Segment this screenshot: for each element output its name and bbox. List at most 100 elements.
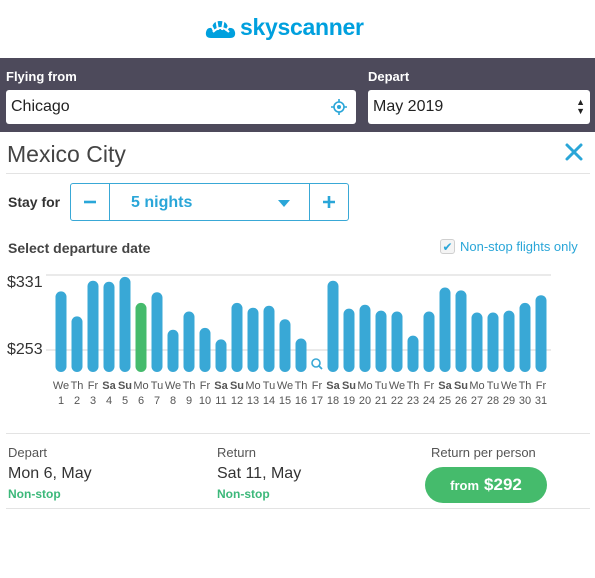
date-label: 9 xyxy=(186,395,192,407)
date-label: 12 xyxy=(231,395,243,407)
weekday-label: Sa xyxy=(326,380,340,392)
weekday-label: Th xyxy=(71,380,84,392)
price-bar[interactable] xyxy=(151,292,163,372)
date-label: 20 xyxy=(359,395,371,407)
price-bar[interactable] xyxy=(455,290,467,372)
weekday-label: We xyxy=(277,380,293,392)
price-bar[interactable] xyxy=(263,305,275,372)
date-label: 14 xyxy=(263,395,275,407)
from-input[interactable]: Chicago xyxy=(6,90,356,124)
price-bar[interactable] xyxy=(183,311,195,372)
weekday-label: Tu xyxy=(487,380,499,392)
price-bar[interactable] xyxy=(391,311,403,372)
price-bar[interactable] xyxy=(375,310,387,372)
weekday-label: We xyxy=(389,380,405,392)
depart-value: May 2019 xyxy=(373,98,444,115)
date-label: 31 xyxy=(535,395,547,407)
price-button[interactable]: from $292 xyxy=(425,467,547,503)
summary-depart-nonstop: Non-stop xyxy=(8,487,61,501)
price-calendar-chart: $331 $253 We 1 Th 2 Fr 3 Sa 4 Su 5 Mo 6 Tu 7 We 8 Th 9 Fr 1… xyxy=(7,274,551,407)
price-bar[interactable] xyxy=(343,308,355,372)
date-label: 11 xyxy=(215,395,226,407)
depart-select[interactable]: May 2019 ▲ ▼ xyxy=(368,90,590,124)
close-icon[interactable] xyxy=(564,142,584,162)
nonstop-checkbox[interactable]: ✔ xyxy=(440,239,455,254)
date-label: 3 xyxy=(90,395,96,407)
weekday-label: We xyxy=(53,380,69,392)
price-bar[interactable] xyxy=(87,280,99,372)
price-bar[interactable] xyxy=(327,280,339,372)
weekday-label: Th xyxy=(519,380,532,392)
stay-select[interactable]: 5 nights xyxy=(131,194,193,211)
price-bar[interactable] xyxy=(439,287,451,373)
date-label: 8 xyxy=(170,395,176,407)
price-bar[interactable] xyxy=(359,304,371,372)
price-bar[interactable] xyxy=(167,329,179,372)
nonstop-label[interactable]: Non-stop flights only xyxy=(460,239,578,254)
weekday-label: Tu xyxy=(151,380,163,392)
price-bar[interactable] xyxy=(215,339,227,372)
weekday-label: Th xyxy=(407,380,420,392)
weekday-label: Th xyxy=(183,380,196,392)
price-bar[interactable] xyxy=(135,302,147,372)
summary-depart-date: Mon 6, May xyxy=(8,465,92,482)
price-bar[interactable] xyxy=(487,312,499,373)
price-bar[interactable] xyxy=(119,276,131,372)
price-bar[interactable] xyxy=(471,312,483,373)
weekday-label: Mo xyxy=(469,380,484,392)
summary-return-nonstop: Non-stop xyxy=(217,487,270,501)
price-bar[interactable] xyxy=(71,316,83,372)
weekday-label: Mo xyxy=(357,380,372,392)
weekday-label: Fr xyxy=(312,380,323,392)
weekday-label: Su xyxy=(230,380,244,392)
price-bar[interactable] xyxy=(295,338,307,372)
weekday-label: Sa xyxy=(102,380,116,392)
price-bar[interactable] xyxy=(247,307,259,372)
price-bar[interactable] xyxy=(103,281,115,372)
price-bar[interactable] xyxy=(535,295,547,372)
summary-return-label: Return xyxy=(217,445,257,460)
date-label: 15 xyxy=(279,395,291,407)
price-per-person-label: Return per person xyxy=(431,445,536,460)
date-label: 30 xyxy=(519,395,531,407)
summary-depart-label: Depart xyxy=(8,445,48,460)
date-label: 18 xyxy=(327,395,339,407)
date-label: 13 xyxy=(247,395,259,407)
price-bar[interactable] xyxy=(55,291,67,372)
date-label: 7 xyxy=(154,395,160,407)
weekday-label: Sa xyxy=(214,380,228,392)
price-prefix: from xyxy=(450,477,480,493)
weekday-label: Tu xyxy=(375,380,387,392)
price-bar[interactable] xyxy=(199,327,211,372)
divider xyxy=(6,433,590,434)
check-icon: ✔ xyxy=(442,239,453,254)
from-label: Flying from xyxy=(6,69,77,84)
stay-label: Stay for xyxy=(8,194,61,210)
destination-title: Mexico City xyxy=(7,141,126,167)
brand-name: skyscanner xyxy=(240,13,364,40)
weekday-label: Sa xyxy=(438,380,452,392)
stay-stepper: 5 nights xyxy=(70,183,349,221)
price-bar[interactable] xyxy=(279,319,291,372)
price-bar[interactable] xyxy=(423,311,435,372)
weekday-label: Mo xyxy=(245,380,260,392)
date-label: 29 xyxy=(503,395,515,407)
price-bar[interactable] xyxy=(407,335,419,372)
date-label: 2 xyxy=(74,395,80,407)
price-high-label: $331 xyxy=(7,274,43,291)
date-label: 4 xyxy=(106,395,112,407)
stay-increase-button[interactable] xyxy=(309,184,348,220)
price-bar[interactable] xyxy=(503,310,515,372)
chevron-down-icon[interactable] xyxy=(278,200,290,207)
search-bar: Flying from Chicago Depart May 2019 ▲ ▼ xyxy=(0,58,595,132)
search-icon[interactable] xyxy=(311,358,323,370)
weekday-label: Th xyxy=(295,380,308,392)
stay-decrease-button[interactable] xyxy=(71,184,110,220)
weekday-label: Fr xyxy=(200,380,211,392)
price-bar[interactable] xyxy=(231,302,243,372)
locate-icon[interactable] xyxy=(331,99,347,115)
depart-label: Depart xyxy=(368,69,410,84)
date-label: 23 xyxy=(407,395,419,407)
price-bar[interactable] xyxy=(519,302,531,372)
nonstop-toggle[interactable]: ✔ Non-stop flights only xyxy=(440,239,578,254)
